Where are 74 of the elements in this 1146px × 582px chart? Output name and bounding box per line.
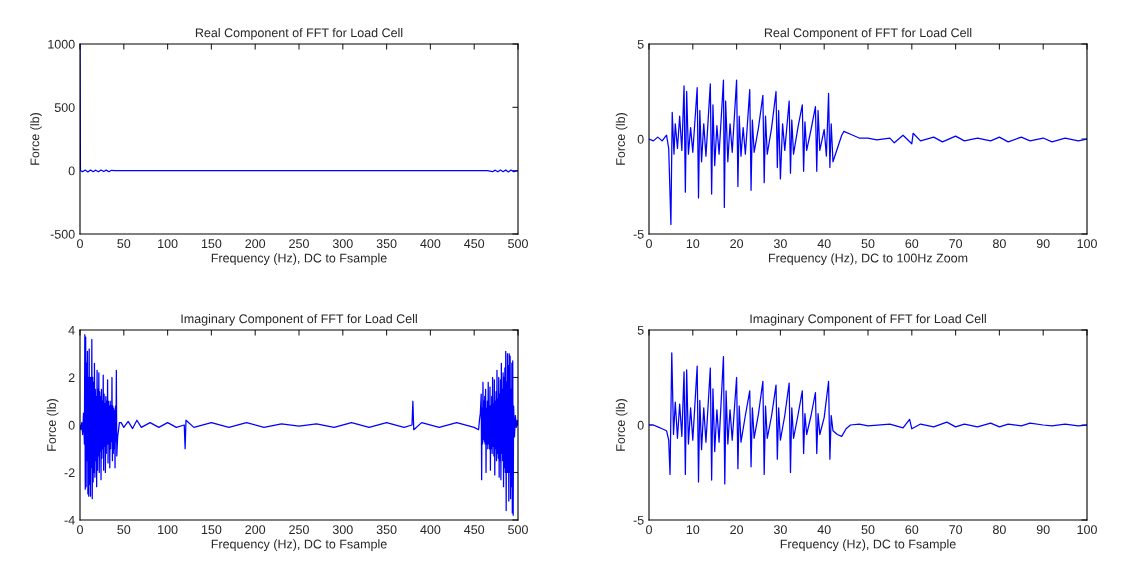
y-tick-label: 4 — [68, 325, 75, 335]
y-tick-label: 0 — [637, 134, 644, 144]
x-tick-label: 250 — [289, 525, 309, 535]
x-tick-label: 150 — [201, 525, 222, 535]
x-tick-label: 20 — [730, 239, 744, 249]
y-tick-label: -5 — [633, 515, 644, 525]
x-axis-title: Frequency (Hz), DC to Fsample — [211, 253, 387, 265]
y-tick-label: -4 — [64, 515, 75, 525]
x-tick-label: 450 — [464, 525, 485, 535]
chart-title: Imaginary Component of FFT for Load Cell — [181, 314, 417, 326]
x-axis-title: Frequency (Hz), DC to Fsample — [211, 539, 387, 551]
x-tick-label: 300 — [332, 525, 353, 535]
y-axis-title: Force (lb) — [30, 113, 42, 165]
y-tick-label: 5 — [637, 325, 644, 335]
x-tick-label: 0 — [646, 239, 652, 249]
x-tick-label: 350 — [376, 525, 397, 535]
line-series — [649, 79, 1087, 226]
x-tick-label: 10 — [686, 525, 700, 535]
x-tick-label: 50 — [861, 239, 875, 249]
x-tick-label: 30 — [773, 239, 787, 249]
x-tick-label: 90 — [1036, 239, 1050, 249]
chart-title: Imaginary Component of FFT for Load Cell — [750, 314, 986, 326]
x-tick-label: 50 — [861, 525, 875, 535]
chart-title: Real Component of FFT for Load Cell — [764, 28, 972, 40]
x-tick-label: 50 — [117, 239, 131, 249]
x-tick-label: 40 — [817, 525, 831, 535]
x-tick-label: 10 — [686, 239, 700, 249]
x-tick-label: 50 — [117, 525, 131, 535]
x-tick-label: 250 — [289, 239, 309, 249]
x-tick-label: 500 — [508, 525, 528, 535]
y-tick-label: 0 — [68, 166, 75, 176]
x-tick-label: 200 — [245, 525, 266, 535]
x-tick-label: 450 — [464, 239, 485, 249]
y-axis-title: Force (lb) — [615, 399, 628, 451]
x-tick-label: 20 — [730, 525, 744, 535]
x-tick-label: 100 — [1077, 525, 1097, 535]
x-tick-label: 400 — [420, 525, 441, 535]
y-tick-label: -5 — [633, 229, 644, 239]
x-tick-label: 60 — [905, 525, 919, 535]
y-tick-label: 5 — [637, 39, 644, 49]
x-tick-label: 100 — [1077, 239, 1097, 249]
x-tick-label: 100 — [158, 239, 178, 249]
x-tick-label: 70 — [949, 525, 963, 535]
x-tick-label: 60 — [905, 239, 919, 249]
chart-title: Real Component of FFT for Load Cell — [195, 28, 403, 40]
x-tick-label: 90 — [1036, 525, 1050, 535]
x-tick-label: 100 — [158, 525, 178, 535]
x-tick-label: 0 — [77, 525, 83, 535]
x-tick-label: 40 — [817, 239, 831, 249]
x-tick-label: 0 — [646, 525, 652, 535]
y-tick-label: -2 — [64, 468, 75, 478]
x-tick-label: 150 — [201, 239, 222, 249]
x-tick-label: 70 — [949, 239, 963, 249]
x-axis-title: Frequency (Hz), DC to Fsample — [780, 539, 956, 551]
x-tick-label: 200 — [245, 239, 266, 249]
x-tick-label: 300 — [332, 239, 353, 249]
y-tick-label: 1000 — [48, 39, 75, 49]
x-tick-label: 80 — [992, 525, 1006, 535]
x-tick-label: 30 — [773, 525, 787, 535]
y-tick-label: -500 — [50, 229, 75, 239]
y-axis-title: Force (lb) — [46, 399, 59, 451]
y-tick-label: 2 — [68, 373, 75, 383]
x-tick-label: 80 — [992, 239, 1006, 249]
line-series — [649, 352, 1087, 485]
x-axis-title: Frequency (Hz), DC to 100Hz Zoom — [769, 253, 968, 265]
y-tick-label: 0 — [68, 420, 75, 430]
x-tick-label: 350 — [376, 239, 397, 249]
line-series — [80, 334, 518, 516]
y-tick-label: 0 — [637, 420, 644, 430]
x-tick-label: 500 — [508, 239, 528, 249]
x-tick-label: 400 — [420, 239, 441, 249]
x-tick-label: 0 — [77, 239, 83, 249]
y-axis-title: Force (lb) — [615, 113, 628, 165]
y-tick-label: 500 — [54, 103, 75, 112]
